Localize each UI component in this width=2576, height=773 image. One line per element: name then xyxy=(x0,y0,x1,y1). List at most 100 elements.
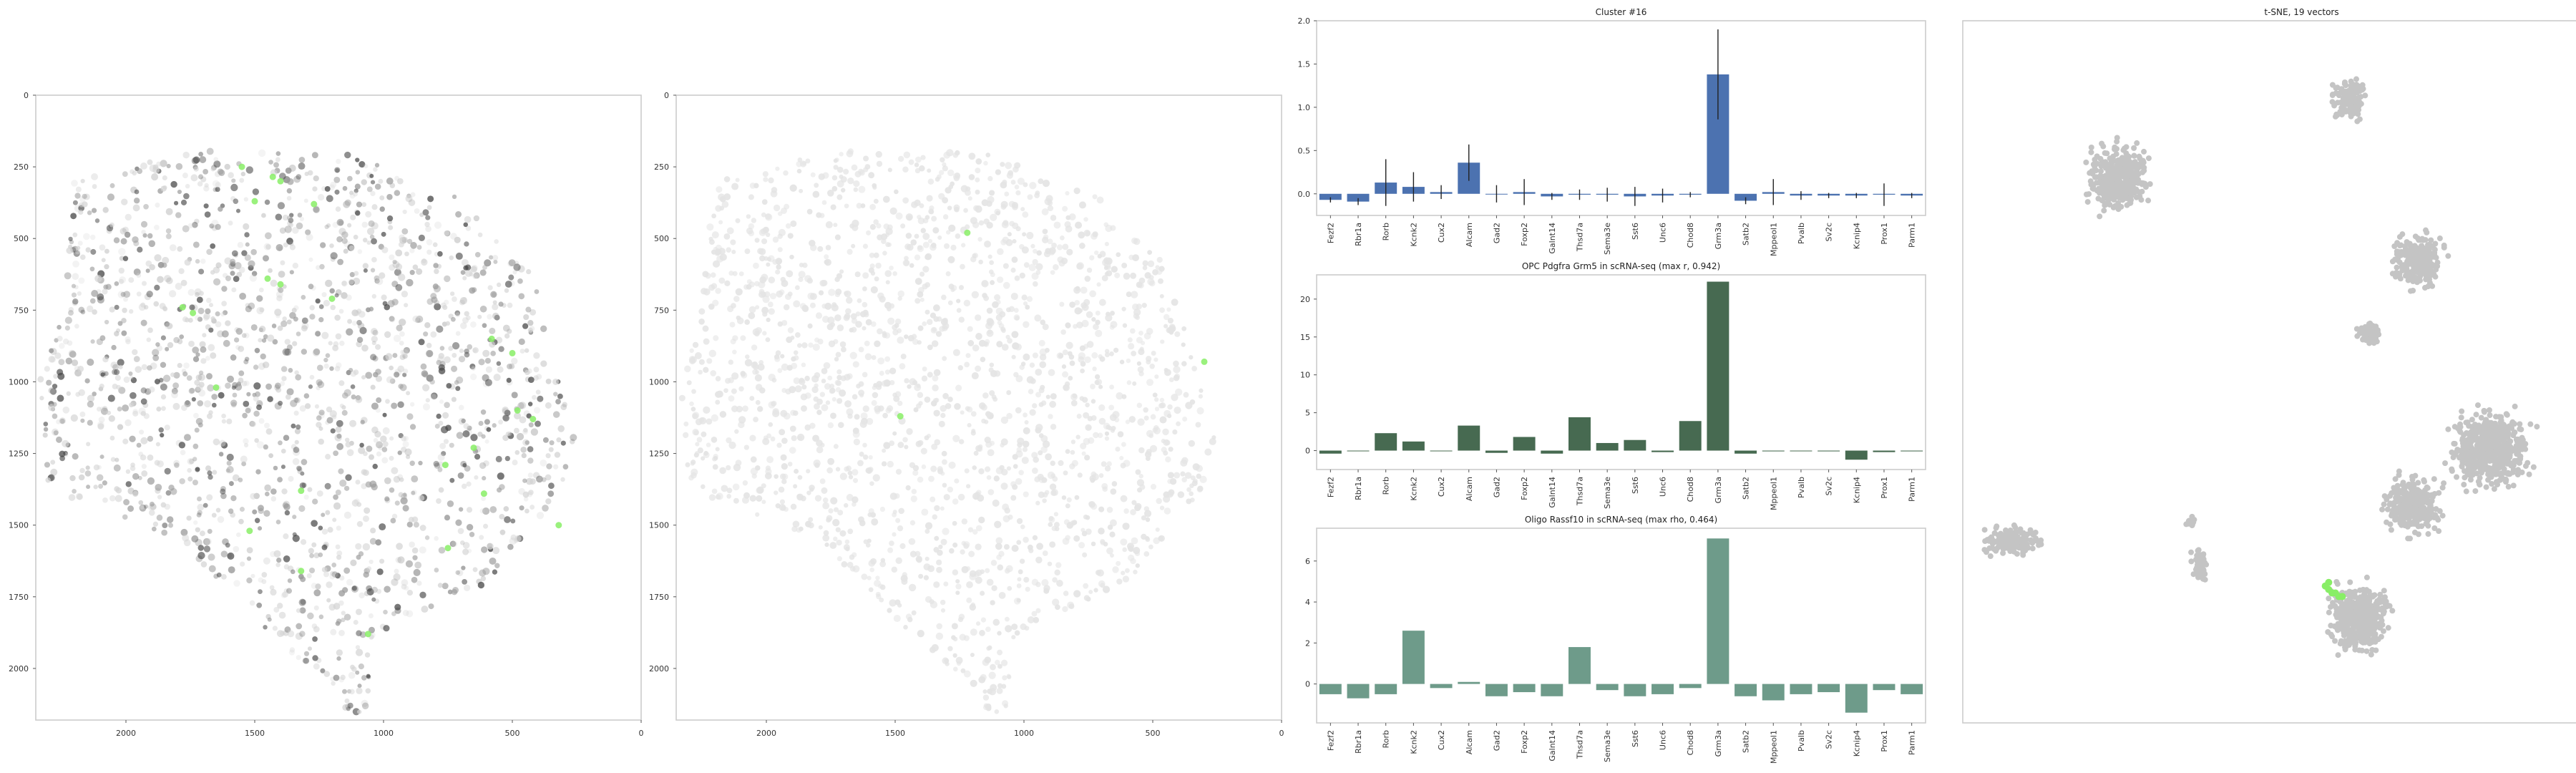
bar-Rbr1a xyxy=(1347,193,1370,202)
x-tick-label: Pvalb xyxy=(1797,223,1806,244)
highlight-point xyxy=(311,200,318,208)
x-tick-label: Rbr1a xyxy=(1354,730,1363,754)
bar-Thsd7a xyxy=(1568,417,1591,451)
x-tick-label: Foxp2 xyxy=(1520,223,1529,246)
x-tick-label: Sst6 xyxy=(1631,477,1640,494)
highlight-point xyxy=(264,275,271,282)
highlight-point xyxy=(530,416,537,423)
x-tick-label: Parm1 xyxy=(1908,223,1917,248)
x-tick-label: Gad2 xyxy=(1492,223,1501,243)
x-tick-label: 500 xyxy=(505,729,520,738)
y-tick-label: 2 xyxy=(1305,638,1310,648)
bar-Alcam xyxy=(1458,681,1480,684)
bar-Kcnk2 xyxy=(1402,441,1425,451)
bar-Foxp2 xyxy=(1513,437,1536,451)
y-tick-label: 1250 xyxy=(649,449,669,459)
highlight-point xyxy=(1201,358,1208,365)
bar-Satb2 xyxy=(1735,450,1757,454)
y-tick-label: 0 xyxy=(664,91,669,100)
bar-Galnt14 xyxy=(1541,684,1563,696)
x-tick-label: Thsd7a xyxy=(1575,223,1584,252)
bar-Fezf2 xyxy=(1319,193,1342,200)
bar-Pvalb xyxy=(1790,684,1813,694)
bar-Sst6 xyxy=(1624,439,1646,451)
x-tick-label: Satb2 xyxy=(1742,223,1751,245)
x-tick-label: Chod8 xyxy=(1686,730,1695,755)
x-tick-label: Kcnk2 xyxy=(1409,223,1418,247)
bar-Mppeol1 xyxy=(1762,684,1785,701)
x-tick-label: Pvalb xyxy=(1797,730,1806,752)
bar-Parm1 xyxy=(1901,684,1923,694)
tsne-cluster xyxy=(2442,402,2540,495)
x-tick-label: Alcam xyxy=(1465,477,1474,501)
x-tick-label: 0 xyxy=(639,729,644,738)
x-tick-label: Sema3e xyxy=(1603,730,1612,762)
bar-Unc6 xyxy=(1652,450,1674,452)
x-tick-label: Unc6 xyxy=(1659,223,1668,243)
x-tick-label: Chod8 xyxy=(1686,223,1695,248)
x-tick-label: Rbr1a xyxy=(1354,223,1363,246)
bar-Sv2c xyxy=(1818,450,1840,452)
y-tick-label: 1000 xyxy=(9,377,29,386)
x-tick-label: Prox1 xyxy=(1880,477,1889,499)
y-tick-label: 10 xyxy=(1300,371,1310,380)
tsne-cluster xyxy=(2325,574,2396,658)
highlight-point xyxy=(444,545,452,552)
y-tick-label: 750 xyxy=(654,306,669,315)
x-tick-label: Cux2 xyxy=(1437,477,1446,497)
x-tick-label: Unc6 xyxy=(1659,730,1668,750)
x-tick-label: Alcam xyxy=(1465,730,1474,754)
x-tick-label: 2000 xyxy=(756,729,776,738)
y-tick-label: 1.0 xyxy=(1298,103,1311,112)
y-tick-label: 20 xyxy=(1300,295,1310,304)
x-tick-label: Satb2 xyxy=(1742,477,1751,500)
x-tick-label: Cux2 xyxy=(1437,223,1446,243)
x-tick-label: Thsd7a xyxy=(1575,730,1584,759)
x-tick-label: Galnt14 xyxy=(1548,730,1557,762)
bar-Alcam xyxy=(1458,425,1480,451)
x-tick-label: 0 xyxy=(1279,729,1284,738)
bar-Cux2 xyxy=(1430,684,1453,689)
y-tick-label: 2000 xyxy=(9,664,29,674)
tissue-cells xyxy=(37,147,577,716)
axes-frame xyxy=(1316,274,1926,470)
axes-frame xyxy=(675,94,1282,721)
bar-Prox1 xyxy=(1873,684,1896,691)
bar-Rbr1a xyxy=(1347,450,1370,452)
bar-Rbr1a xyxy=(1347,684,1370,699)
y-tick-label: 500 xyxy=(654,234,669,243)
spatial-plot-cluster: 2000 1500 1000 500 0 0 250 500 750 1000 1250 1500 17… xyxy=(9,91,644,738)
x-tick-label: Kcnip4 xyxy=(1852,223,1861,249)
x-tick-label: Galnt14 xyxy=(1548,223,1557,254)
highlight-point xyxy=(328,295,336,302)
x-tick-label: Parm1 xyxy=(1908,477,1917,502)
tsne-cluster xyxy=(2329,76,2368,125)
bar-chart-opc: OPC Pdgfra Grm5 in scRNA-seq (max r, 0.9… xyxy=(1300,261,1926,510)
bar-Sv2c xyxy=(1818,684,1840,693)
highlight-point xyxy=(2325,578,2333,586)
x-tick-label: Kcnip4 xyxy=(1852,477,1861,503)
bar-Cux2 xyxy=(1430,450,1453,452)
y-tick-label: 1750 xyxy=(649,593,669,602)
x-tick-label: Rorb xyxy=(1382,477,1391,495)
x-tick-label: Grm3a xyxy=(1714,477,1723,503)
x-tick-label: Pvalb xyxy=(1797,477,1806,498)
tsne-cluster xyxy=(2183,513,2197,529)
bar-Fezf2 xyxy=(1319,684,1342,694)
x-tick-label: Cux2 xyxy=(1437,730,1446,750)
highlight-point xyxy=(509,349,516,356)
y-tick-label: 1500 xyxy=(9,521,29,530)
bar-Thsd7a xyxy=(1568,647,1591,684)
x-tick-label: Foxp2 xyxy=(1520,477,1529,500)
highlight-point xyxy=(269,173,276,180)
bar-Rorb xyxy=(1375,433,1397,451)
x-tick-label: Thsd7a xyxy=(1575,477,1584,506)
chart-title: OPC Pdgfra Grm5 in scRNA-seq (max r, 0.9… xyxy=(1522,261,1720,271)
bar-Pvalb xyxy=(1790,450,1813,452)
y-tick-label: 5 xyxy=(1305,409,1310,418)
tsne-cluster xyxy=(2083,135,2153,220)
axes-frame xyxy=(1316,528,1926,724)
x-tick-label: Grm3a xyxy=(1714,730,1723,757)
bar-Foxp2 xyxy=(1513,684,1536,693)
x-tick-label: Kcnk2 xyxy=(1409,730,1418,754)
